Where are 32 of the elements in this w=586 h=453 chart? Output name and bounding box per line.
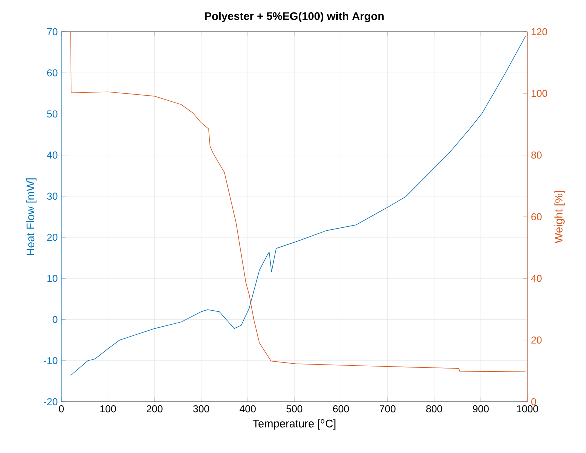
y2-tick-label: 100: [532, 90, 548, 98]
y-tick-label: -10: [44, 357, 58, 364]
x-tick-label: 100: [100, 406, 116, 413]
x-tick-label: 500: [286, 406, 303, 413]
y-tick-label: 20: [47, 234, 58, 242]
x-tick-label: 600: [333, 406, 350, 413]
y-tick-label: 70: [47, 28, 58, 36]
x-tick-label: 300: [193, 406, 210, 413]
y-tick-label: 40: [47, 152, 58, 159]
x-tick-label: 200: [146, 406, 163, 413]
y-axis-title: Heat Flow [mW]: [26, 178, 37, 256]
x-tick-label: 700: [380, 406, 396, 413]
y-tick-label: 50: [47, 110, 58, 118]
y2-tick-label: 0: [532, 398, 536, 406]
y-tick-label: 10: [48, 275, 58, 282]
y-tick-label: -20: [44, 398, 58, 406]
y-tick-label: 0: [52, 316, 58, 324]
y2-tick-label: 60: [532, 213, 542, 221]
chart-title: Polyester + 5%EG(100) with Argon: [205, 12, 384, 22]
y2-tick-label: 20: [532, 336, 542, 344]
y2-tick-label: 40: [531, 275, 542, 282]
x-tick-label: 900: [473, 406, 489, 413]
y2-tick-label: 80: [532, 152, 542, 159]
y2-axis-title: Weight [%]: [554, 191, 565, 244]
x-tick-label: 800: [426, 406, 442, 413]
x-tick-label: 0: [59, 406, 64, 413]
x-tick-label: 1000: [517, 406, 538, 413]
y2-tick-label: 120: [532, 28, 548, 36]
x-axis-title: Temperature [$^{o}$C]: [253, 419, 336, 430]
y-tick-label: 60: [47, 70, 58, 77]
x-tick-label: 400: [240, 406, 256, 413]
y-tick-label: 30: [47, 192, 58, 200]
